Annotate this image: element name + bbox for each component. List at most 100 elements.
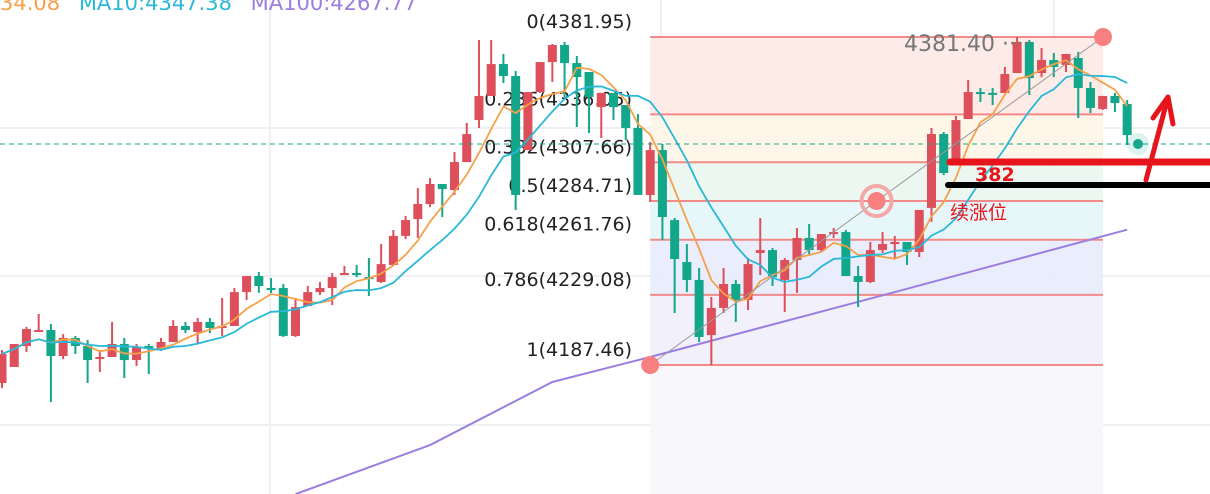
- candle: [829, 227, 839, 238]
- candle-body: [303, 292, 313, 307]
- fib-band: [650, 365, 1103, 494]
- candle-body: [951, 120, 961, 161]
- candle: [266, 278, 276, 293]
- candle-body: [804, 237, 814, 251]
- candle-body: [584, 71, 594, 97]
- fib-start-handle[interactable]: [641, 356, 660, 375]
- candle-body: [535, 62, 545, 93]
- candle: [719, 267, 729, 313]
- candle-body: [180, 325, 190, 331]
- candle: [523, 92, 533, 151]
- ma100-line: [295, 228, 1128, 494]
- fib-band: [650, 114, 1103, 163]
- candle: [254, 272, 264, 293]
- candle-body: [670, 220, 680, 260]
- candle-body: [1024, 41, 1034, 79]
- candle: [963, 79, 973, 120]
- candle: [168, 320, 178, 343]
- candle-body: [706, 307, 716, 336]
- candle-body: [327, 277, 337, 289]
- candle: [291, 297, 301, 337]
- fib-level-label: 0.618(4261.76): [484, 214, 632, 236]
- candle-body: [694, 279, 704, 337]
- candle-body: [156, 342, 166, 350]
- fib-level-label: 0.5(4284.71): [508, 175, 632, 197]
- candle-body: [9, 344, 19, 367]
- candle: [743, 258, 753, 310]
- candle-body: [266, 288, 276, 291]
- candle-body: [83, 346, 93, 361]
- candle-body: [890, 241, 900, 245]
- fib-mid-handle[interactable]: [867, 192, 886, 211]
- candle: [70, 335, 80, 354]
- candle: [547, 43, 557, 82]
- candle-body: [205, 321, 215, 329]
- up-arrow-icon: [1143, 94, 1171, 183]
- candle-body: [107, 344, 117, 358]
- candle: [242, 276, 252, 301]
- candle-body: [450, 162, 460, 191]
- candle: [584, 71, 594, 134]
- candle-body: [621, 105, 631, 128]
- candle-body: [914, 209, 924, 252]
- candle-body: [315, 288, 325, 293]
- candle-body: [498, 64, 508, 77]
- candle: [46, 323, 56, 403]
- red-line-label: 382: [975, 164, 1015, 186]
- candle: [853, 265, 863, 308]
- candle-body: [58, 337, 68, 357]
- candle: [914, 209, 924, 258]
- candle-body: [486, 64, 496, 96]
- candle: [1012, 37, 1022, 74]
- candle-body: [1000, 74, 1010, 93]
- candle-body: [352, 273, 362, 276]
- candle: [865, 241, 875, 283]
- candle-body: [21, 329, 31, 347]
- candle: [21, 326, 31, 352]
- candle-body: [1122, 104, 1132, 136]
- candle: [816, 234, 826, 252]
- candle-body: [988, 92, 998, 95]
- candle-body: [682, 262, 692, 280]
- fib-level-label: 0(4381.95): [527, 11, 632, 33]
- candle-body: [193, 321, 203, 333]
- candle-body: [719, 283, 729, 308]
- candle: [804, 223, 814, 254]
- fib-level-label: 0.382(4307.66): [484, 136, 632, 158]
- candle: [193, 318, 203, 344]
- candle: [205, 318, 215, 334]
- candle-body: [1012, 41, 1022, 74]
- candle-body: [731, 283, 741, 301]
- candle: [975, 88, 985, 103]
- candle-body: [425, 183, 435, 205]
- candle: [682, 244, 692, 293]
- candle: [339, 265, 349, 276]
- candle-body: [511, 76, 521, 195]
- candle: [596, 92, 606, 138]
- candle-body: [755, 250, 765, 253]
- candle-body: [743, 264, 753, 301]
- ma10-value: MA10:4347.38: [78, 0, 232, 15]
- candle: [633, 113, 643, 195]
- candle: [926, 127, 936, 222]
- fib-end-handle[interactable]: [1094, 28, 1112, 46]
- candle: [535, 62, 545, 93]
- candle: [388, 230, 398, 265]
- candle: [413, 188, 423, 238]
- fib-band: [650, 294, 1103, 366]
- candle-body: [767, 250, 777, 278]
- candle: [9, 344, 19, 367]
- candle-body: [401, 220, 411, 236]
- candle-body: [339, 273, 349, 276]
- fibonacci-markers[interactable]: 4381.40 ····: [0, 28, 1210, 375]
- candle-body: [547, 45, 557, 63]
- candle: [450, 151, 460, 195]
- candle-body: [242, 276, 252, 293]
- candle-body: [1110, 95, 1120, 104]
- candle: [217, 297, 227, 336]
- candle: [706, 296, 716, 365]
- candle: [462, 122, 472, 163]
- candle-body: [0, 353, 7, 383]
- candle: [609, 92, 618, 121]
